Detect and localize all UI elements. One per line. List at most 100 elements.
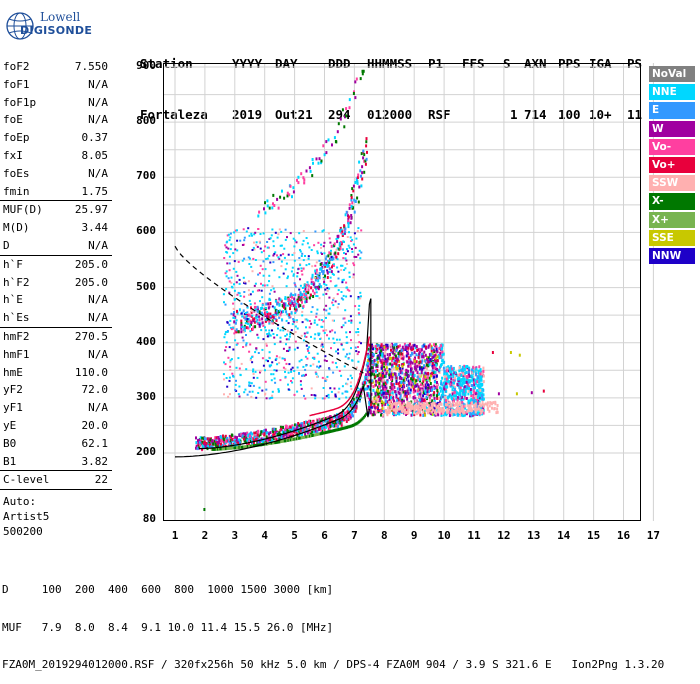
echo-point	[258, 272, 261, 275]
echo-point	[215, 447, 218, 451]
echo-point	[343, 224, 346, 228]
echo-point	[366, 392, 369, 396]
echo-point	[481, 394, 483, 398]
echo-point	[300, 270, 303, 272]
echo-point	[310, 310, 313, 313]
echo-point	[412, 344, 415, 348]
echo-point	[438, 356, 441, 360]
echo-point	[229, 365, 232, 368]
echo-point	[376, 405, 379, 409]
echo-point	[406, 400, 409, 404]
echo-point	[438, 396, 440, 400]
echo-point	[284, 228, 287, 231]
echo-point	[267, 246, 270, 249]
echo-point	[473, 404, 476, 408]
echo-point	[204, 445, 207, 449]
echo-point	[287, 438, 290, 442]
echo-point	[419, 383, 422, 387]
echo-point	[435, 347, 438, 351]
echo-point	[328, 251, 331, 255]
param-row-clevel: C-level 22	[0, 470, 112, 489]
echo-point	[259, 300, 261, 303]
echo-point	[424, 345, 427, 349]
echo-point	[244, 388, 247, 391]
echo-point	[430, 374, 432, 378]
echo-point	[469, 379, 472, 383]
echo-point	[460, 406, 463, 410]
echo-point	[205, 441, 208, 445]
echo-point	[211, 439, 214, 443]
echo-point	[379, 351, 382, 355]
echo-point	[289, 431, 291, 435]
echo-point	[418, 347, 421, 351]
echo-point	[247, 434, 250, 438]
echo-point	[285, 310, 288, 314]
echo-point	[542, 389, 545, 393]
echo-point	[440, 363, 442, 367]
echo-point	[227, 233, 230, 236]
echo-point	[228, 446, 231, 450]
x-tick-label: 13	[527, 529, 541, 542]
echo-point	[298, 436, 301, 440]
echo-point	[268, 329, 271, 332]
echo-point	[236, 229, 238, 232]
echo-point	[353, 255, 356, 258]
echo-point	[257, 429, 260, 433]
echo-point	[368, 357, 371, 361]
echo-point	[429, 401, 432, 405]
echo-point	[258, 318, 261, 322]
echo-point	[322, 245, 325, 248]
echo-point	[373, 397, 376, 401]
echo-point	[351, 238, 354, 241]
param-name: MUF(D)	[3, 203, 43, 217]
echo-point	[234, 441, 237, 445]
echo-point	[428, 376, 431, 380]
echo-point	[305, 326, 307, 329]
echo-point	[262, 338, 265, 341]
echo-point	[459, 389, 462, 393]
echo-point	[419, 388, 422, 392]
echo-point	[411, 412, 414, 416]
echo-point	[440, 402, 443, 406]
echo-point	[258, 315, 261, 318]
echo-point	[293, 319, 296, 322]
echo-point	[215, 439, 217, 443]
echo-point	[414, 408, 417, 412]
echo-point	[390, 348, 392, 352]
echo-point	[349, 415, 352, 419]
echo-point	[390, 384, 393, 388]
echo-point	[431, 399, 434, 403]
echo-point	[385, 395, 388, 399]
echo-point	[289, 427, 292, 431]
echo-point	[228, 434, 231, 438]
echo-point	[424, 383, 427, 387]
echo-point	[415, 345, 418, 349]
echo-point	[372, 388, 375, 392]
echo-point	[431, 373, 434, 377]
echo-point	[247, 322, 250, 325]
echo-point	[518, 353, 521, 357]
echo-point	[346, 353, 348, 356]
echo-point	[272, 193, 275, 197]
echo-point	[213, 447, 216, 451]
echo-point	[447, 365, 450, 369]
echo-point	[299, 304, 302, 308]
echo-point	[411, 378, 414, 382]
echo-point	[409, 372, 412, 376]
echo-point	[402, 402, 405, 406]
echo-point	[477, 371, 480, 375]
echo-point	[398, 364, 401, 368]
echo-point	[248, 381, 251, 384]
echo-point	[405, 394, 408, 398]
echo-point	[433, 401, 436, 405]
echo-point	[259, 371, 261, 374]
echo-point	[413, 374, 416, 377]
echo-point	[378, 392, 381, 396]
echo-point	[347, 319, 350, 322]
echo-point	[452, 373, 455, 377]
echo-point	[273, 290, 276, 293]
echo-point	[325, 261, 328, 265]
echo-point	[359, 295, 362, 298]
echo-point	[271, 394, 274, 397]
echo-point	[320, 319, 323, 321]
